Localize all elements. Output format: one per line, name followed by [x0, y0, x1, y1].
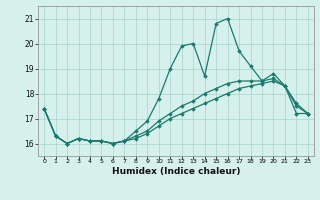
X-axis label: Humidex (Indice chaleur): Humidex (Indice chaleur)	[112, 167, 240, 176]
